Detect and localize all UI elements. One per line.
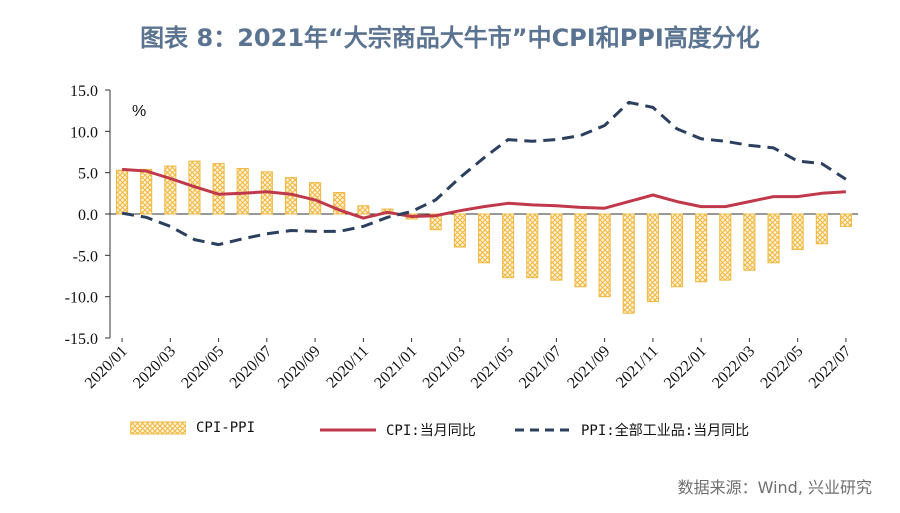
y-tick-label: 10.0 <box>70 124 98 141</box>
x-tick-label: 2021/11 <box>613 343 662 392</box>
bar-cpi-ppi <box>719 213 732 281</box>
bar-cpi-ppi <box>164 165 177 215</box>
bar-cpi-ppi <box>574 213 587 288</box>
legend-item-cpi-ppi: CPI-PPI <box>130 420 255 436</box>
y-tick-label: 5.0 <box>78 166 98 183</box>
bar-cpi-ppi <box>212 163 225 215</box>
bar-cpi-ppi <box>502 213 515 279</box>
bar-cpi-ppi <box>526 213 539 279</box>
legend-swatch-cpi-line <box>320 428 376 432</box>
x-tick-label: 2020/09 <box>275 343 324 392</box>
bar-cpi-ppi <box>333 192 346 215</box>
x-tick-label: 2022/01 <box>661 343 710 392</box>
y-tick-label: 0.0 <box>78 207 98 224</box>
y-tick-label: -5.0 <box>73 248 98 265</box>
x-tick-label: 2020/11 <box>323 343 372 392</box>
bar-cpi-ppi <box>839 213 852 227</box>
x-tick-label: 2020/03 <box>130 343 179 392</box>
legend-item-ppi: PPI:全部工业品:当月同比 <box>515 420 749 440</box>
legend-label-cpi: CPI:当月同比 <box>386 423 476 439</box>
bar-cpi-ppi <box>116 169 129 215</box>
legend-label-ppi: PPI:全部工业品:当月同比 <box>581 423 750 439</box>
bar-cpi-ppi <box>477 213 491 264</box>
legend-swatch-ppi-line <box>515 428 571 432</box>
legend-label-cpi-ppi: CPI-PPI <box>196 420 256 436</box>
x-tick-label: 2021/01 <box>371 343 420 392</box>
x-tick-label: 2021/05 <box>468 343 517 392</box>
bar-cpi-ppi <box>429 213 442 231</box>
x-tick-label: 2022/03 <box>709 343 758 392</box>
legend-swatch-bar <box>130 421 186 435</box>
y-tick-label: -15.0 <box>65 331 98 348</box>
bar-cpi-ppi <box>140 168 153 215</box>
bar-cpi-ppi <box>598 213 611 298</box>
x-tick-label: 2021/07 <box>516 343 565 392</box>
x-tick-label: 2021/03 <box>420 343 469 392</box>
legend-item-cpi: CPI:当月同比 <box>320 420 476 440</box>
bar-cpi-ppi <box>357 205 370 215</box>
unit-label: % <box>132 103 146 120</box>
x-tick-label: 2022/07 <box>806 343 855 392</box>
chart-legend: CPI-PPI CPI:当月同比 PPI:全部工业品:当月同比 <box>130 420 830 442</box>
bar-cpi-ppi <box>550 213 563 281</box>
bar-cpi-ppi <box>670 213 684 288</box>
bar-cpi-ppi <box>695 213 708 283</box>
bar-cpi-ppi <box>646 213 659 303</box>
x-tick-label: 2022/05 <box>757 343 806 392</box>
bar-cpi-ppi <box>767 213 780 264</box>
bar-cpi-ppi <box>453 213 466 248</box>
line-cpi <box>122 167 846 220</box>
source-note: 数据来源：Wind, 兴业研究 <box>677 478 872 497</box>
x-tick-label: 2020/05 <box>178 343 227 392</box>
y-tick-label: 15.0 <box>70 83 98 100</box>
bar-cpi-ppi <box>743 213 756 271</box>
bar-cpi-ppi <box>815 213 828 245</box>
y-tick-label: -10.0 <box>65 290 98 307</box>
x-tick-label: 2020/07 <box>227 343 276 392</box>
line-ppi <box>121 100 847 247</box>
chart-title: 图表 8：2021年“大宗商品大牛市”中CPI和PPI高度分化 <box>140 24 760 52</box>
bar-cpi-ppi <box>622 213 635 314</box>
x-tick-label: 2021/09 <box>564 343 613 392</box>
bar-cpi-ppi <box>236 168 249 215</box>
bar-cpi-ppi <box>791 213 804 251</box>
x-tick-label: 2020/01 <box>82 343 131 392</box>
